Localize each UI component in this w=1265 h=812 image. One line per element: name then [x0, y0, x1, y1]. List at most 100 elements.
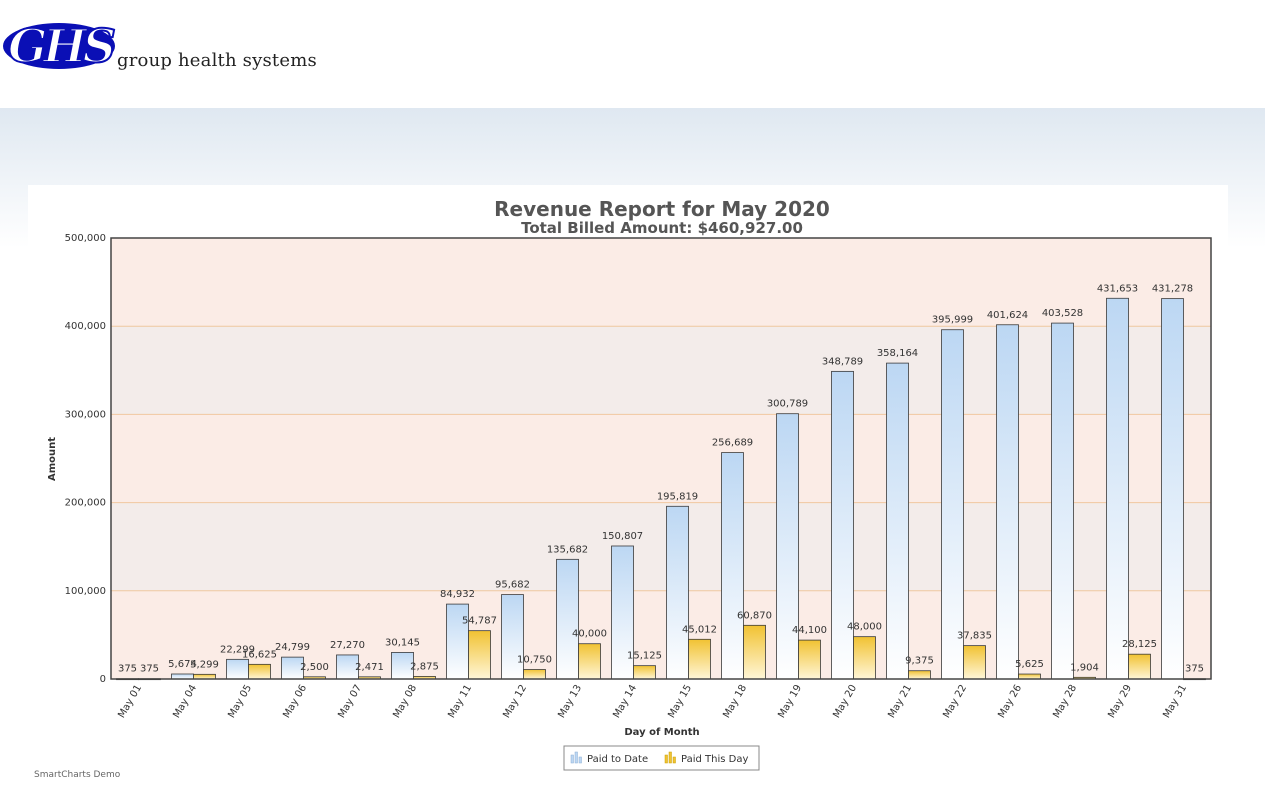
- y-tick-label: 300,000: [65, 409, 106, 420]
- plot-band: [111, 502, 1211, 591]
- plot-band: [111, 414, 1211, 503]
- x-tick-label: May 21: [886, 683, 914, 720]
- x-tick-label: May 13: [556, 683, 584, 720]
- chart-subtitle: Total Billed Amount: $460,927.00: [521, 219, 803, 237]
- data-label-paid-this-day: 1,904: [1070, 662, 1099, 673]
- bar-paid-to-date: [941, 329, 964, 680]
- data-label-paid-this-day: 2,500: [300, 662, 329, 673]
- data-label-paid-to-date: 195,819: [657, 491, 698, 502]
- bar-paid-this-day: [578, 643, 601, 680]
- x-tick-label: May 31: [1161, 683, 1189, 720]
- data-label-paid-to-date: 22,299: [220, 644, 255, 655]
- data-label-paid-to-date: 431,653: [1097, 283, 1138, 294]
- chart-panel: Revenue Report for May 2020 Total Billed…: [28, 185, 1228, 780]
- bar-paid-to-date: [886, 362, 909, 680]
- data-label-paid-to-date: 300,789: [767, 399, 808, 410]
- y-tick-label: 400,000: [65, 321, 106, 332]
- x-tick-label: May 22: [941, 683, 969, 720]
- bar-paid-to-date: [776, 413, 799, 680]
- data-label-paid-to-date: 27,270: [330, 640, 365, 651]
- data-label-paid-this-day: 37,835: [957, 631, 992, 642]
- data-label-paid-this-day: 2,875: [410, 661, 439, 672]
- bar-paid-to-date: [721, 452, 744, 680]
- data-label-paid-this-day: 15,125: [627, 651, 662, 662]
- page-header: GHS group health systems: [0, 0, 1265, 108]
- legend-icon-paid-this-day: [664, 751, 676, 764]
- legend-label-paid-this-day: Paid This Day: [681, 754, 748, 765]
- data-label-paid-to-date: 135,682: [547, 544, 588, 555]
- data-label-paid-to-date: 395,999: [932, 315, 973, 326]
- legend: Paid to Date Paid This Day: [563, 745, 760, 771]
- bar-paid-this-day: [523, 669, 546, 680]
- x-axis-title: Day of Month: [624, 727, 699, 738]
- plot-band: [111, 326, 1211, 415]
- data-label-paid-to-date: 256,689: [712, 438, 753, 449]
- y-axis-title: Amount: [47, 437, 58, 481]
- bar-paid-this-day: [963, 645, 986, 680]
- bar-paid-this-day: [743, 624, 766, 680]
- data-label-paid-this-day: 375: [140, 664, 159, 675]
- data-label-paid-to-date: 401,624: [987, 310, 1028, 321]
- data-label-paid-this-day: 5,299: [190, 659, 219, 670]
- data-label-paid-this-day: 10,750: [517, 655, 552, 666]
- bar-paid-this-day: [468, 630, 491, 680]
- x-tick-label: May 04: [171, 683, 199, 720]
- y-tick-label: 0: [100, 674, 106, 685]
- bar-paid-this-day: [853, 636, 876, 680]
- data-label-paid-to-date: 150,807: [602, 531, 643, 542]
- x-tick-label: May 19: [776, 683, 804, 720]
- data-label-paid-this-day: 16,625: [242, 649, 277, 660]
- data-label-paid-this-day: 60,870: [737, 610, 772, 621]
- logo-tagline: group health systems: [117, 50, 317, 71]
- bar-paid-to-date: [996, 324, 1019, 680]
- data-label-paid-this-day: 375: [1185, 664, 1204, 675]
- plot-frame: [110, 237, 1212, 680]
- data-label-paid-to-date: 24,799: [275, 642, 310, 653]
- y-tick-label: 100,000: [65, 586, 106, 597]
- bar-paid-this-day: [248, 663, 271, 680]
- x-tick-label: May 29: [1106, 683, 1134, 720]
- data-label-paid-to-date: 403,528: [1042, 308, 1083, 319]
- x-tick-label: May 12: [501, 683, 529, 720]
- data-label-paid-to-date: 84,932: [440, 589, 475, 600]
- data-label-paid-this-day: 54,787: [462, 616, 497, 627]
- x-tick-label: May 06: [281, 683, 309, 720]
- x-tick-label: May 20: [831, 683, 859, 720]
- data-label-paid-this-day: 9,375: [905, 656, 934, 667]
- bar-paid-to-date: [831, 370, 854, 680]
- data-label-paid-this-day: 5,625: [1015, 659, 1044, 670]
- data-label-paid-this-day: 48,000: [847, 622, 882, 633]
- bar-paid-to-date: [501, 594, 524, 680]
- bar-paid-this-day: [633, 665, 656, 680]
- data-label-paid-to-date: 358,164: [877, 348, 918, 359]
- data-label-paid-to-date: 30,145: [385, 637, 420, 648]
- data-label-paid-to-date: 95,682: [495, 580, 530, 591]
- legend-icon-paid-to-date: [570, 751, 582, 764]
- data-label-paid-to-date: 348,789: [822, 356, 863, 367]
- legend-label-paid-to-date: Paid to Date: [587, 754, 648, 765]
- x-tick-label: May 28: [1051, 683, 1079, 720]
- svg-text:GHS: GHS: [8, 19, 115, 73]
- x-tick-label: May 11: [446, 683, 474, 720]
- bar-paid-to-date: [556, 558, 579, 680]
- data-label-paid-to-date: 5,674: [168, 659, 197, 670]
- x-tick-label: May 14: [611, 683, 639, 720]
- bar-paid-this-day: [1128, 653, 1151, 680]
- x-tick-label: May 15: [666, 683, 694, 720]
- revenue-chart: Revenue Report for May 2020 Total Billed…: [47, 197, 1212, 771]
- bar-paid-to-date: [1051, 322, 1074, 680]
- y-tick-label: 200,000: [65, 498, 106, 509]
- x-tick-label: May 05: [226, 683, 254, 720]
- x-tick-label: May 26: [996, 683, 1024, 720]
- data-label-paid-this-day: 2,471: [355, 662, 384, 673]
- bar-paid-this-day: [798, 639, 821, 680]
- data-label-paid-this-day: 40,000: [572, 629, 607, 640]
- chart-title: Revenue Report for May 2020: [494, 197, 830, 221]
- data-label-paid-to-date: 375: [118, 664, 137, 675]
- bar-paid-to-date: [666, 505, 689, 680]
- x-tick-label: May 01: [116, 683, 144, 720]
- bar-paid-to-date: [1161, 298, 1184, 680]
- data-label-paid-this-day: 44,100: [792, 625, 827, 636]
- bar-paid-to-date: [171, 673, 194, 680]
- data-label-paid-this-day: 28,125: [1122, 639, 1157, 650]
